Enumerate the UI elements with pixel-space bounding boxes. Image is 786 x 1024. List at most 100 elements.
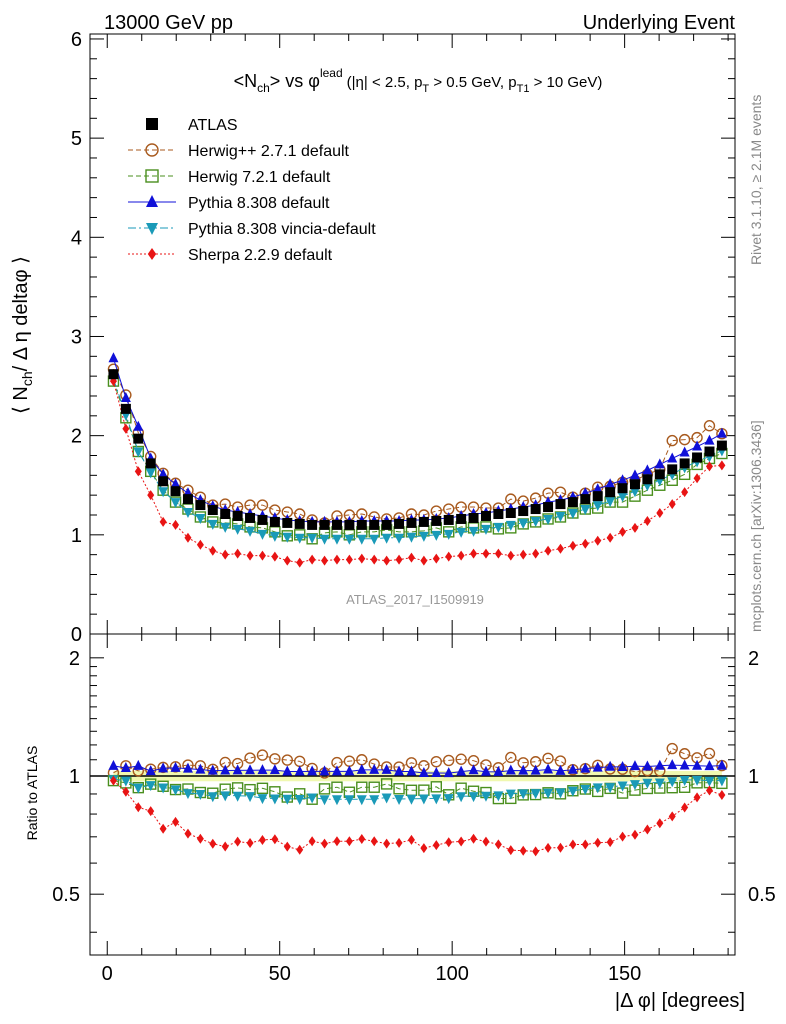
ratio-point-sherpa-2-2-9-default [333, 836, 341, 847]
point-pythia-8-308-default [642, 464, 653, 475]
ratio-point-pythia-8-308-default [543, 763, 554, 774]
ratio-point-herwig-7-2-1-default [380, 778, 393, 790]
legend-label-sherpa-2-2-9-default: Sherpa 2.2.9 default [188, 247, 333, 264]
ratio-point-sherpa-2-2-9-default [482, 836, 490, 847]
point-atlas [592, 491, 603, 502]
ratio-point-pythia-8-308-vincia-default [195, 789, 206, 800]
ratio-point-pythia-8-308-default [406, 765, 417, 776]
point-pythia-8-308-vincia-default [617, 492, 628, 503]
x-tick-label: 0 [102, 963, 113, 985]
point-sherpa-2-2-9-default [321, 555, 329, 566]
ratio-line-herwig-2-7-1-default [113, 747, 723, 774]
legend-label-atlas: ATLAS [188, 117, 238, 134]
ratio-point-herwig-7-2-1-default [318, 783, 331, 795]
ratio-point-pythia-8-308-vincia-default [319, 795, 330, 806]
ratio-point-sherpa-2-2-9-default [532, 846, 540, 857]
point-atlas [704, 446, 715, 457]
ratio-point-pythia-8-308-default [145, 765, 156, 776]
ratio-point-sherpa-2-2-9-default [581, 839, 589, 850]
ratio-point-pythia-8-308-vincia-default [431, 794, 442, 805]
point-sherpa-2-2-9-default [209, 545, 217, 556]
ratio-point-sherpa-2-2-9-default [693, 792, 701, 803]
ratio-point-sherpa-2-2-9-default [619, 831, 627, 842]
point-atlas [182, 494, 193, 505]
point-sherpa-2-2-9-default [643, 515, 651, 526]
legend-marker-atlas [146, 118, 158, 130]
legend-marker-sherpa-2-2-9-default [147, 248, 157, 260]
point-atlas [617, 483, 628, 494]
point-sherpa-2-2-9-default [432, 553, 440, 564]
point-pythia-8-308-default [667, 452, 678, 463]
ratio-point-sherpa-2-2-9-default [209, 838, 217, 849]
ratio-point-pythia-8-308-default [654, 759, 665, 770]
y-tick-label: 4 [71, 227, 82, 249]
point-pythia-8-308-vincia-default [282, 532, 293, 543]
ratio-point-sherpa-2-2-9-default [718, 789, 726, 800]
point-sherpa-2-2-9-default [470, 548, 478, 559]
point-pythia-8-308-default [692, 440, 703, 451]
point-pythia-8-308-vincia-default [195, 513, 206, 524]
ratio-point-herwig-2-7-1-default [443, 754, 455, 767]
ratio-point-pythia-8-308-vincia-default [356, 795, 367, 806]
point-sherpa-2-2-9-default [718, 460, 726, 471]
point-pythia-8-308-default [679, 446, 690, 457]
ratio-point-pythia-8-308-default [629, 760, 640, 771]
ratio-point-pythia-8-308-default [468, 764, 479, 775]
point-pythia-8-308-default [605, 478, 616, 489]
ratio-point-sherpa-2-2-9-default [681, 802, 689, 813]
ratio-point-pythia-8-308-vincia-default [654, 778, 665, 789]
ratio-point-pythia-8-308-default [207, 764, 218, 775]
point-pythia-8-308-default [158, 468, 169, 479]
ratio-point-sherpa-2-2-9-default [345, 836, 353, 847]
ratio-point-pythia-8-308-default [269, 764, 280, 775]
ratio-point-pythia-8-308-vincia-default [493, 791, 504, 802]
ratio-point-pythia-8-308-default [369, 763, 380, 774]
point-pythia-8-308-default [108, 352, 119, 363]
ratio-point-pythia-8-308-default [617, 760, 628, 771]
point-atlas [505, 508, 516, 519]
point-pythia-8-308-vincia-default [319, 534, 330, 545]
point-pythia-8-308-vincia-default [245, 526, 256, 537]
ratio-point-sherpa-2-2-9-default [470, 833, 478, 844]
ratio-point-herwig-2-7-1-default [703, 747, 716, 760]
ratio-point-herwig-2-7-1-default [542, 752, 554, 765]
point-sherpa-2-2-9-default [122, 423, 130, 434]
point-atlas [369, 519, 380, 530]
point-pythia-8-308-vincia-default [356, 534, 367, 545]
ratio-panel-frame [89, 633, 736, 956]
ratio-point-pythia-8-308-vincia-default [344, 795, 355, 806]
point-atlas [381, 519, 392, 530]
ratio-point-herwig-7-2-1-default [393, 783, 405, 795]
point-atlas [642, 474, 653, 485]
ratio-point-pythia-8-308-vincia-default [679, 776, 690, 787]
point-atlas [418, 516, 429, 527]
point-pythia-8-308-vincia-default [605, 497, 616, 508]
point-atlas [543, 502, 554, 513]
ratio-point-pythia-8-308-vincia-default [282, 794, 293, 805]
ratio-point-pythia-8-308-vincia-default [207, 792, 218, 803]
ratio-point-pythia-8-308-vincia-default [530, 789, 541, 800]
ratio-point-pythia-8-308-default [108, 759, 119, 770]
point-atlas [331, 519, 342, 530]
ratio-point-herwig-7-2-1-default [356, 781, 368, 793]
ratio-point-sherpa-2-2-9-default [420, 843, 428, 854]
point-sherpa-2-2-9-default [507, 550, 515, 561]
point-sherpa-2-2-9-default [234, 548, 242, 559]
ratio-point-pythia-8-308-vincia-default [294, 794, 305, 805]
point-pythia-8-308-vincia-default [456, 527, 467, 538]
legend-marker-herwig-2-7-1-default [145, 143, 159, 157]
x-axis-label: |Δ φ| [degrees] [615, 990, 745, 1012]
point-pythia-8-308-vincia-default [530, 516, 541, 527]
point-atlas [269, 516, 280, 527]
point-herwig-2-7-1-default [666, 434, 678, 447]
ratio-point-sherpa-2-2-9-default [395, 837, 403, 848]
point-atlas [555, 499, 566, 510]
ratio-point-pythia-8-308-default [356, 763, 367, 774]
ratio-point-pythia-8-308-default [530, 764, 541, 775]
ratio-point-herwig-7-2-1-default [368, 781, 380, 793]
ratio-point-herwig-2-7-1-default [281, 754, 293, 766]
ratio-tick-label-right: 1 [748, 766, 759, 788]
point-sherpa-2-2-9-default [656, 508, 664, 519]
ratio-point-sherpa-2-2-9-default [631, 829, 639, 840]
ratio-point-sherpa-2-2-9-default [556, 842, 564, 853]
